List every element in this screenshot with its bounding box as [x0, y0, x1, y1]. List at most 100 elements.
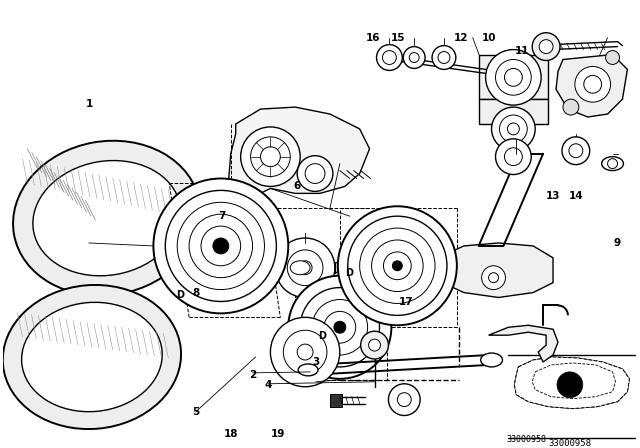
Polygon shape [515, 357, 629, 409]
Circle shape [575, 66, 611, 102]
Circle shape [305, 164, 325, 184]
Bar [479, 99, 548, 124]
Ellipse shape [3, 285, 181, 429]
Circle shape [562, 137, 589, 164]
Circle shape [508, 123, 519, 135]
Circle shape [557, 372, 583, 398]
Circle shape [607, 159, 618, 168]
Ellipse shape [298, 364, 318, 376]
Ellipse shape [481, 353, 502, 367]
Circle shape [338, 206, 457, 325]
Text: 7: 7 [218, 211, 225, 221]
Circle shape [297, 156, 333, 191]
Text: D: D [176, 289, 184, 300]
Circle shape [288, 276, 392, 379]
Circle shape [504, 148, 522, 166]
Circle shape [201, 226, 241, 266]
Circle shape [495, 139, 531, 175]
Polygon shape [449, 243, 553, 297]
Text: 13: 13 [546, 191, 560, 201]
Text: 3: 3 [312, 357, 319, 367]
Circle shape [488, 273, 499, 283]
Circle shape [300, 288, 380, 367]
Text: 18: 18 [223, 429, 238, 439]
Text: 19: 19 [271, 429, 285, 439]
Circle shape [154, 178, 288, 313]
Text: 8: 8 [193, 288, 200, 297]
Circle shape [165, 190, 276, 302]
Polygon shape [532, 363, 616, 399]
Circle shape [388, 384, 420, 415]
Text: 5: 5 [193, 406, 200, 417]
Text: 15: 15 [391, 33, 406, 43]
Ellipse shape [602, 157, 623, 171]
Text: 9: 9 [614, 238, 621, 248]
Circle shape [284, 330, 327, 374]
Circle shape [372, 240, 423, 292]
Circle shape [297, 344, 313, 360]
Circle shape [271, 317, 340, 387]
Text: 12: 12 [454, 33, 468, 43]
Circle shape [361, 331, 388, 359]
Circle shape [492, 107, 535, 151]
Circle shape [383, 51, 396, 65]
Circle shape [438, 52, 450, 64]
Polygon shape [488, 325, 558, 362]
Circle shape [334, 321, 346, 333]
Circle shape [383, 252, 412, 280]
Circle shape [486, 50, 541, 105]
Circle shape [605, 51, 620, 65]
Text: D: D [345, 268, 353, 278]
Circle shape [324, 311, 356, 343]
Text: 1: 1 [85, 99, 93, 109]
Text: 14: 14 [568, 191, 583, 201]
Circle shape [376, 45, 403, 70]
Text: 4: 4 [265, 380, 272, 390]
Polygon shape [515, 357, 629, 409]
Text: 10: 10 [481, 33, 496, 43]
Circle shape [348, 216, 447, 315]
Circle shape [532, 33, 560, 60]
Circle shape [369, 339, 381, 351]
Ellipse shape [291, 261, 310, 275]
Circle shape [360, 228, 435, 303]
Text: 33000958: 33000958 [506, 435, 547, 444]
Circle shape [260, 147, 280, 167]
Text: 2: 2 [249, 370, 256, 380]
Circle shape [397, 393, 412, 407]
Circle shape [177, 202, 264, 289]
Bar [330, 394, 342, 407]
Ellipse shape [33, 160, 180, 276]
Circle shape [495, 60, 531, 95]
Circle shape [409, 52, 419, 62]
Circle shape [213, 238, 228, 254]
Polygon shape [556, 55, 627, 117]
Text: 16: 16 [366, 33, 381, 43]
Text: 33000958: 33000958 [548, 439, 591, 448]
Circle shape [189, 214, 253, 278]
Circle shape [298, 261, 312, 275]
Ellipse shape [22, 302, 162, 412]
Text: D: D [318, 331, 326, 341]
Circle shape [287, 250, 323, 286]
Circle shape [403, 47, 425, 69]
Text: 6: 6 [294, 181, 301, 191]
Circle shape [563, 99, 579, 115]
Text: 17: 17 [399, 297, 413, 307]
Circle shape [504, 69, 522, 86]
Circle shape [499, 115, 527, 143]
Circle shape [539, 40, 553, 54]
Circle shape [312, 299, 367, 355]
Circle shape [241, 127, 300, 186]
Circle shape [275, 238, 335, 297]
Text: 11: 11 [515, 46, 529, 56]
Circle shape [251, 137, 291, 177]
Circle shape [584, 75, 602, 93]
Polygon shape [228, 107, 369, 208]
Ellipse shape [13, 141, 200, 296]
Circle shape [482, 266, 506, 289]
Bar [479, 55, 548, 99]
Circle shape [569, 144, 583, 158]
Circle shape [392, 261, 403, 271]
Circle shape [432, 46, 456, 69]
